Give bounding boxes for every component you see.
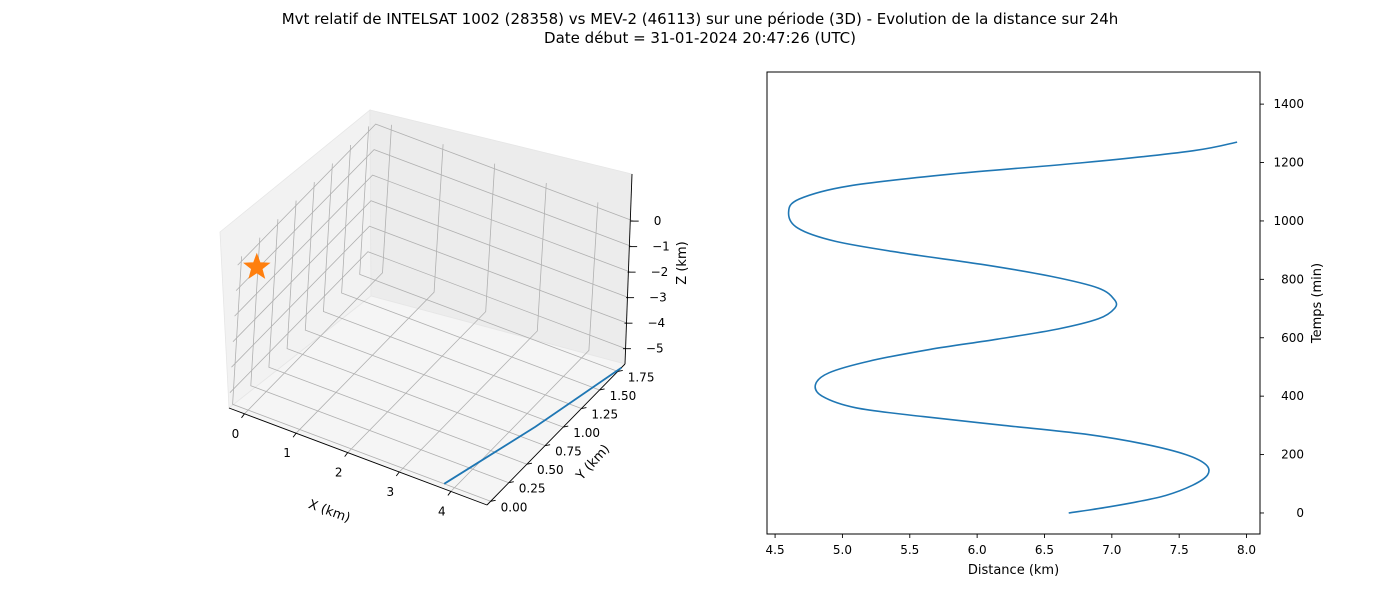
figure-title-line-1: Mvt relatif de INTELSAT 1002 (28358) vs …	[281, 10, 1119, 28]
y-tick-label-5: 1000	[1273, 214, 1304, 228]
y-tick-label-0: 0	[1296, 506, 1304, 520]
y-axis-label: Temps (min)	[1310, 263, 1325, 344]
x-tick-4	[447, 491, 452, 496]
x-tick-label-2: 5.5	[900, 543, 919, 557]
x-tick-label-3: 6.0	[968, 543, 987, 557]
y-tick-4	[563, 425, 569, 428]
x-tick-label-1: 1	[283, 446, 291, 460]
z-tick-label-2: −2	[651, 265, 669, 279]
x-tick-label-7: 8.0	[1237, 543, 1256, 557]
y-tick-label-7: 1400	[1273, 97, 1304, 111]
figure-title: Mvt relatif de INTELSAT 1002 (28358) vs …	[0, 10, 1400, 48]
x-tick-label-4: 6.5	[1035, 543, 1054, 557]
axis-x-line	[228, 407, 488, 506]
figure-title-line-2: Date début = 31-01-2024 20:47:26 (UTC)	[544, 29, 856, 47]
x-tick-label-0: 4.5	[766, 543, 785, 557]
series-distance-line-0	[787, 141, 1238, 514]
y-tick-label-4: 1.00	[573, 426, 600, 440]
x-tick-0	[241, 413, 245, 419]
y-tick-label-3: 600	[1281, 331, 1304, 345]
x-tick-label-3: 3	[386, 485, 394, 499]
grid-x-0	[244, 124, 392, 415]
x-axis-label: Distance (km)	[968, 563, 1059, 578]
z-tick-label-1: −1	[652, 240, 670, 254]
grid-z-2	[234, 174, 631, 317]
x-tick-label-5: 7.0	[1102, 543, 1121, 557]
y-tick-label-1: 0.25	[519, 482, 546, 496]
x-tick-label-6: 7.5	[1170, 543, 1189, 557]
x-tick-2	[344, 452, 349, 457]
x-tick-label-2: 2	[335, 466, 343, 480]
grid-x-3	[399, 182, 547, 473]
x-tick-label-4: 4	[438, 504, 446, 518]
x-tick-1	[292, 432, 297, 438]
y-tick-2	[526, 462, 533, 465]
y-tick-label-5: 1.25	[591, 408, 618, 422]
x-tick-label-0: 0	[232, 427, 240, 441]
grid-z-5	[229, 251, 627, 393]
grid-z-0	[237, 123, 634, 266]
chart-distance-vs-time: 4.5 5.0 5.5 6.0 6.5 7.0 7.5 8.0 0 200 400 600 800 100…	[766, 71, 1325, 578]
grid-y-2	[268, 219, 528, 465]
y-tick-1	[508, 481, 514, 484]
x-tick-3	[395, 471, 400, 477]
y-tick-label-2: 400	[1281, 389, 1304, 403]
y-tick-7	[617, 369, 623, 372]
grid-x-2	[347, 163, 496, 453]
y-tick-label-7: 1.75	[628, 370, 655, 384]
grid-z-3	[232, 200, 630, 342]
axis-y-line	[486, 363, 626, 506]
grid-y-4	[304, 182, 564, 428]
y-tick-0	[490, 499, 496, 502]
grid-x-1	[295, 144, 444, 434]
grid-z-1	[235, 149, 633, 291]
y-tick-label-4: 800	[1281, 272, 1304, 286]
grid-z-4	[231, 225, 628, 368]
grid-y-6	[341, 144, 600, 391]
y-tick-label-3: 0.75	[555, 445, 582, 459]
y-tick-label-2: 0.50	[537, 463, 564, 477]
plot-frame	[766, 71, 1261, 535]
y-tick-label-6: 1200	[1273, 156, 1304, 170]
y-tick-6	[599, 388, 605, 391]
grid-y-0	[232, 256, 491, 502]
x-axis-label: X (km)	[306, 497, 352, 526]
z-axis-label: Z (km)	[675, 241, 690, 284]
grid-y-1	[250, 237, 509, 484]
y-tick-label-0: 0.00	[501, 500, 528, 514]
y-tick-5	[581, 407, 587, 409]
z-tick-label-5: −5	[646, 342, 664, 356]
star-marker	[243, 252, 271, 279]
series-3d-line-0	[443, 366, 622, 485]
grid-x-4	[450, 202, 599, 492]
z-tick-label-4: −4	[647, 316, 665, 330]
grid-y-7	[359, 126, 618, 372]
grid-y-3	[286, 200, 546, 446]
grid-y-5	[322, 163, 582, 409]
x-tick-label-1: 5.0	[833, 543, 852, 557]
y-tick-label-1: 200	[1281, 448, 1304, 462]
y-tick-label-6: 1.50	[610, 389, 637, 403]
axis-z-line	[624, 173, 633, 365]
chart-3d-relative-motion: 0 1 2 3 4 0.00 0.25 0.50 0.75 1.00 1.25 1.50 1.75 0 −1…	[219, 109, 690, 526]
y-tick-3	[545, 444, 551, 447]
z-tick-label-0: 0	[654, 214, 662, 228]
z-tick-label-3: −3	[649, 291, 667, 305]
